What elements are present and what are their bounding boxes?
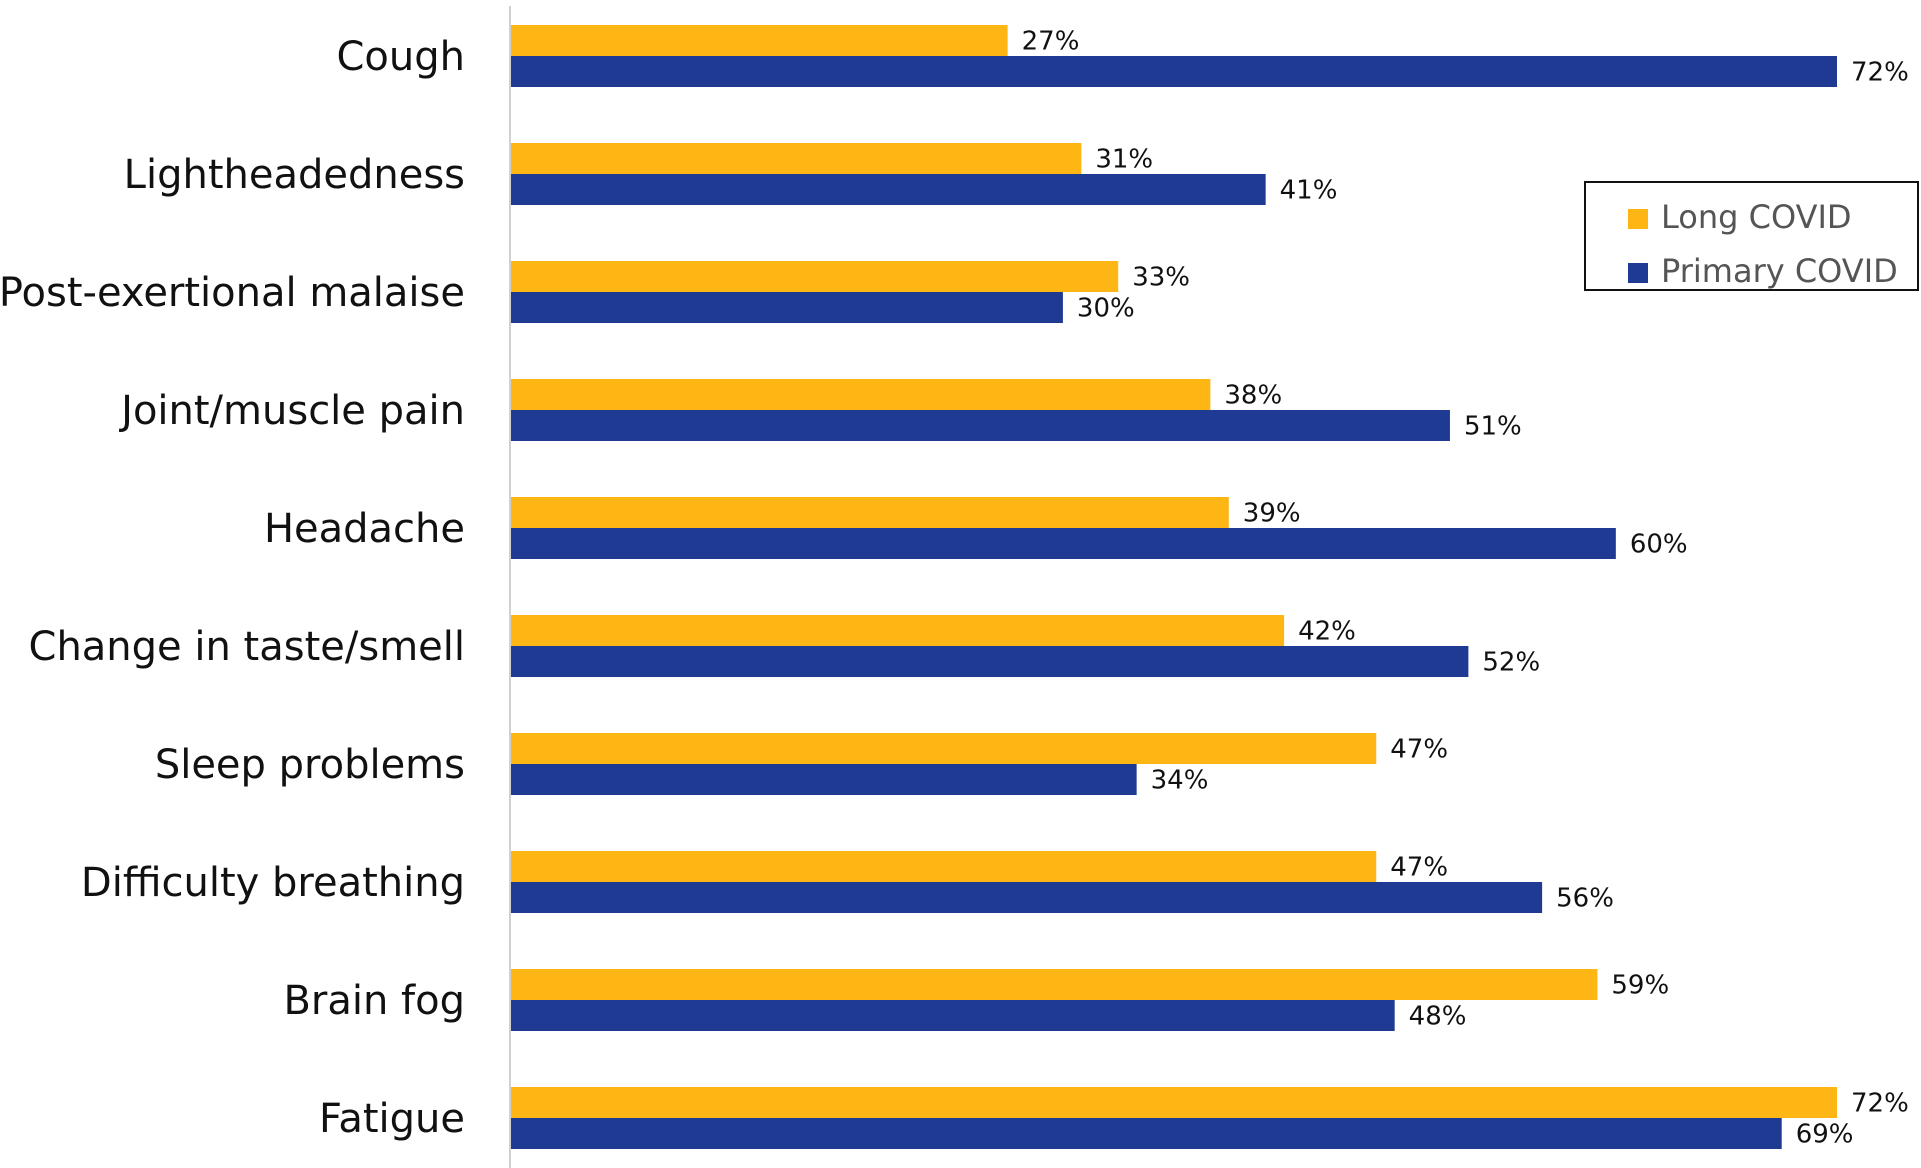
category-label-fatigue: Fatigue <box>319 1096 465 1142</box>
bar-long-covid-change-in-taste-smell <box>510 615 1285 646</box>
category-label-post-exertional-malaise: Post-exertional malaise <box>0 270 465 316</box>
bar-primary-covid-cough <box>510 56 1837 87</box>
bar-long-covid-joint-muscle-pain <box>510 379 1211 410</box>
bar-primary-covid-fatigue <box>510 1118 1782 1149</box>
bar-long-covid-cough <box>510 25 1008 56</box>
data-label-long-covid-post-exertional-malaise: 33% <box>1132 263 1190 293</box>
data-label-long-covid-headache: 39% <box>1243 499 1301 529</box>
category-label-cough: Cough <box>337 34 466 80</box>
bar-long-covid-difficulty-breathing <box>510 851 1377 882</box>
category-label-sleep-problems: Sleep problems <box>155 742 465 788</box>
category-label-lightheadedness: Lightheadedness <box>124 152 465 198</box>
bar-primary-covid-joint-muscle-pain <box>510 410 1450 441</box>
data-label-primary-covid-cough: 72% <box>1851 58 1909 88</box>
bar-primary-covid-difficulty-breathing <box>510 882 1543 913</box>
data-label-primary-covid-fatigue: 69% <box>1796 1120 1854 1150</box>
data-label-primary-covid-change-in-taste-smell: 52% <box>1482 648 1540 678</box>
data-label-primary-covid-lightheadedness: 41% <box>1280 176 1338 206</box>
bar-long-covid-post-exertional-malaise <box>510 261 1119 292</box>
bar-primary-covid-sleep-problems <box>510 764 1137 795</box>
bar-long-covid-brain-fog <box>510 969 1598 1000</box>
bar-primary-covid-change-in-taste-smell <box>510 646 1469 677</box>
category-label-brain-fog: Brain fog <box>283 978 465 1024</box>
category-label-headache: Headache <box>264 506 465 552</box>
bar-primary-covid-lightheadedness <box>510 174 1266 205</box>
data-label-primary-covid-headache: 60% <box>1630 530 1688 560</box>
data-label-long-covid-lightheadedness: 31% <box>1095 145 1153 175</box>
bar-primary-covid-brain-fog <box>510 1000 1395 1031</box>
legend-label-long-covid: Long COVID <box>1661 198 1852 236</box>
data-label-primary-covid-post-exertional-malaise: 30% <box>1077 294 1135 324</box>
bar-long-covid-sleep-problems <box>510 733 1377 764</box>
data-label-long-covid-cough: 27% <box>1022 27 1080 57</box>
data-label-primary-covid-difficulty-breathing: 56% <box>1556 884 1614 914</box>
legend-swatch-primary-covid <box>1628 263 1648 283</box>
bar-long-covid-headache <box>510 497 1229 528</box>
bar-long-covid-fatigue <box>510 1087 1837 1118</box>
legend: Long COVID Primary COVID <box>1584 181 1919 291</box>
labels-layer: Cough 27% 72% Lightheadedness 31% 41% Post-exe… <box>0 27 1909 1150</box>
category-label-difficulty-breathing: Difficulty breathing <box>81 860 465 906</box>
category-label-change-in-taste-smell: Change in taste/smell <box>29 624 465 670</box>
data-label-long-covid-difficulty-breathing: 47% <box>1390 853 1448 883</box>
bar-primary-covid-headache <box>510 528 1616 559</box>
data-label-primary-covid-joint-muscle-pain: 51% <box>1464 412 1522 442</box>
data-label-long-covid-change-in-taste-smell: 42% <box>1298 617 1356 647</box>
bar-long-covid-lightheadedness <box>510 143 1082 174</box>
data-label-long-covid-joint-muscle-pain: 38% <box>1224 381 1282 411</box>
bars-layer <box>510 25 1837 1149</box>
data-label-primary-covid-sleep-problems: 34% <box>1151 766 1209 796</box>
bar-primary-covid-post-exertional-malaise <box>510 292 1063 323</box>
legend-swatch-long-covid <box>1628 209 1648 229</box>
data-label-primary-covid-brain-fog: 48% <box>1409 1002 1467 1032</box>
data-label-long-covid-sleep-problems: 47% <box>1390 735 1448 765</box>
legend-label-primary-covid: Primary COVID <box>1661 252 1898 290</box>
category-label-joint-muscle-pain: Joint/muscle pain <box>118 388 465 434</box>
data-label-long-covid-fatigue: 72% <box>1851 1089 1909 1119</box>
data-label-long-covid-brain-fog: 59% <box>1611 971 1669 1001</box>
